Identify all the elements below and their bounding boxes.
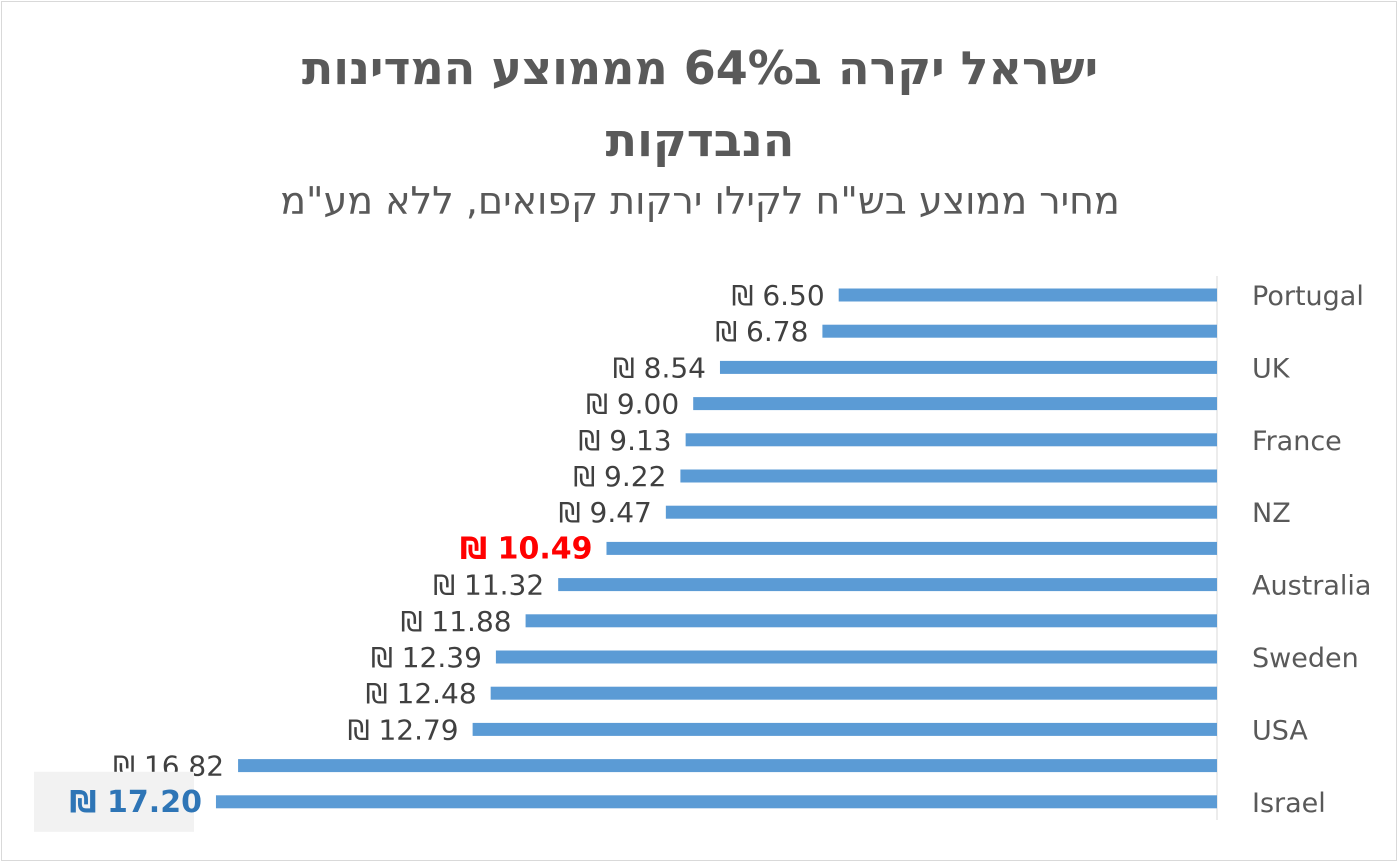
data-label-14: ₪ 17.20: [69, 785, 201, 820]
data-label-4: ₪ 9.13: [578, 424, 671, 457]
bar-4: [685, 433, 1217, 447]
chart-subtitle: מחיר ממוצע בש"ח לקילו ירקות קפואים, ללא …: [280, 179, 1120, 223]
data-label-11: ₪ 12.48: [366, 677, 477, 710]
bar-11: [490, 686, 1217, 700]
chart-title-line-1: ישראל יקרה ב64% מממוצע המדינות: [301, 41, 1099, 95]
data-label-9: ₪ 11.88: [401, 605, 512, 638]
data-label-2: ₪ 8.54: [613, 351, 706, 384]
category-label-12: USA: [1252, 715, 1308, 746]
data-label-7: ₪ 10.49: [460, 531, 592, 566]
data-label-5: ₪ 9.22: [573, 460, 666, 493]
category-label-0: Portugal: [1252, 281, 1364, 312]
bar-12: [472, 722, 1217, 736]
israel-label-background: [34, 771, 194, 832]
data-label-12: ₪ 12.79: [348, 713, 459, 746]
bar-6: [665, 505, 1217, 519]
data-label-1: ₪ 6.78: [715, 315, 808, 348]
category-label-2: UK: [1252, 353, 1291, 384]
category-label-8: Australia: [1252, 571, 1371, 602]
bar-0: [838, 288, 1217, 302]
data-label-6: ₪ 9.47: [559, 496, 652, 529]
bar-2: [719, 360, 1217, 374]
bar-5: [680, 469, 1217, 483]
bar-8: [558, 578, 1217, 592]
category-label-10: Sweden: [1252, 643, 1359, 674]
data-label-10: ₪ 12.39: [371, 641, 482, 674]
bar-13: [238, 759, 1218, 773]
bar-1: [822, 324, 1217, 338]
category-label-6: NZ: [1252, 498, 1291, 529]
category-label-14: Israel: [1252, 788, 1326, 819]
bar-9: [525, 614, 1217, 628]
data-label-3: ₪ 9.00: [586, 388, 679, 421]
data-label-8: ₪ 11.32: [433, 569, 544, 602]
chart-title-line-2: הנבדקות: [605, 113, 795, 167]
data-label-0: ₪ 6.50: [731, 279, 824, 312]
bar-7: [606, 541, 1217, 555]
bar-3: [693, 397, 1217, 411]
category-label-4: France: [1252, 426, 1342, 457]
bar-10: [495, 650, 1218, 664]
bar-14: [215, 795, 1217, 809]
